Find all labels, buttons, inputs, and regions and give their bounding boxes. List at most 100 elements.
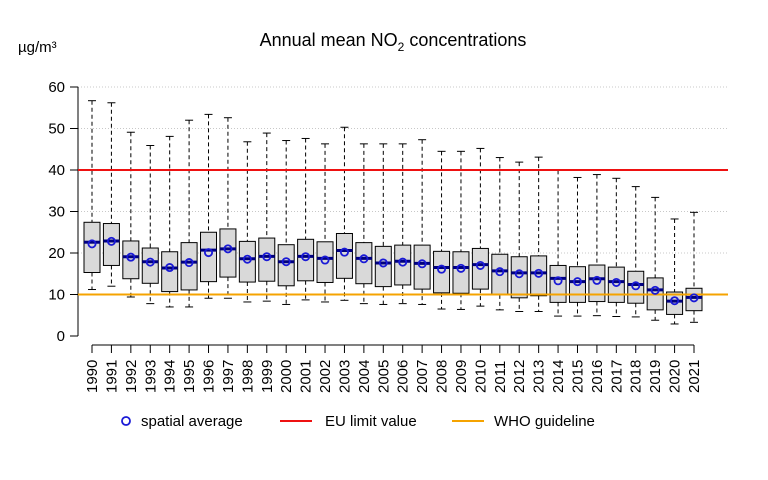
y-tick-label: 20 [48,245,65,262]
spatial-average-point [126,252,136,262]
spatial-average-point [398,257,408,267]
legend-label: WHO guideline [494,413,595,430]
y-tick-label: 40 [48,162,65,179]
x-tick-label: 2000 [278,360,295,393]
spatial-average-point [553,276,563,286]
x-tick-label: 1995 [181,360,198,393]
spatial-average-point [572,277,582,287]
box-2003 [335,126,353,301]
box-1991 [102,102,120,287]
box-iqr [607,266,625,303]
box-2021 [685,211,703,323]
spatial-average-point [223,244,233,254]
box-iqr [530,255,548,297]
spatial-average-point [456,263,466,273]
box-2006 [394,143,412,305]
x-tick-label: 2004 [356,360,373,393]
spatial-average-point [514,269,524,279]
box-2008 [433,150,451,310]
y-tick-label: 60 [48,79,65,96]
spatial-average-point [359,254,369,264]
x-tick-label: 2012 [511,360,528,393]
x-tick-label: 2003 [336,360,353,393]
x-tick-label: 1998 [239,360,256,393]
chart-title-prefix: Annual mean NO [260,30,398,50]
box-2011 [491,157,509,311]
y-tick-label: 10 [48,287,65,304]
box-iqr [122,240,140,280]
spatial-average-point [145,257,155,267]
x-tick-label: 1999 [259,360,276,393]
x-tick-label: 2020 [667,360,684,393]
legend-marker [121,416,131,426]
box-1998 [238,141,256,303]
spatial-average-point [611,277,621,287]
spatial-average-point [631,281,641,291]
spatial-average-point [320,255,330,265]
y-axis-unit: µg/m³ [18,39,57,56]
chart-title: Annual mean NO2 concentrations [260,30,527,54]
chart-title-subscript: 2 [398,40,405,54]
spatial-average-point [670,296,680,306]
legend: spatial average EU limit value WHO guideli… [121,413,595,430]
x-tick-label: 2014 [550,360,567,393]
box-iqr [685,287,703,312]
box-1992 [122,131,140,298]
box-2004 [355,143,373,305]
box-2017 [607,177,625,317]
box-2018 [627,186,645,318]
x-tick-label: 2006 [395,360,412,393]
x-tick-label: 2005 [375,360,392,393]
box-2002 [316,143,334,303]
spatial-average-point [475,260,485,270]
spatial-average-point [165,263,175,273]
spatial-average-point [534,268,544,278]
y-tick-label: 50 [48,121,65,138]
spatial-average-point [437,264,447,274]
spatial-average-point [592,275,602,285]
spatial-average-point [242,254,252,264]
spatial-average-point [495,267,505,277]
box-2013 [530,156,548,313]
legend-item-who-guideline: WHO guideline [452,413,595,430]
spatial-average-series [87,236,699,306]
y-tick-label: 0 [57,328,65,345]
box-1994 [161,135,179,308]
spatial-average-point [184,258,194,268]
reference-lines [78,169,728,296]
box-iqr [316,241,334,283]
x-tick-label: 1997 [220,360,237,393]
spatial-average-point [650,285,660,295]
legend-label: EU limit value [325,413,417,430]
legend-item-eu-limit-value: EU limit value [280,413,417,430]
x-tick-label: 1990 [84,360,101,393]
box-2010 [471,147,489,307]
box-series [83,100,703,325]
x-tick-label: 2018 [628,360,645,393]
x-tick-label: 2017 [608,360,625,393]
box-1990 [83,100,101,291]
x-tick-label: 2021 [686,360,703,393]
x-tick-label: 1994 [162,360,179,393]
x-tick-label: 2002 [317,360,334,393]
spatial-average-point [204,248,214,258]
x-tick-label: 2016 [589,360,606,393]
box-iqr [238,240,256,283]
box-2000 [277,140,295,305]
x-tick-label: 2008 [434,360,451,393]
box-iqr [666,291,684,315]
box-2009 [452,150,470,310]
spatial-average-point [106,236,116,246]
box-1999 [258,132,276,302]
spatial-average-point [689,293,699,303]
x-tick-label: 1991 [103,360,120,393]
x-tick-label: 1992 [123,360,140,393]
box-2020 [666,218,684,325]
x-tick-label: 2010 [472,360,489,393]
spatial-average-point [262,252,272,262]
spatial-average-point [339,247,349,257]
spatial-average-point [378,258,388,268]
box-2019 [646,196,664,321]
